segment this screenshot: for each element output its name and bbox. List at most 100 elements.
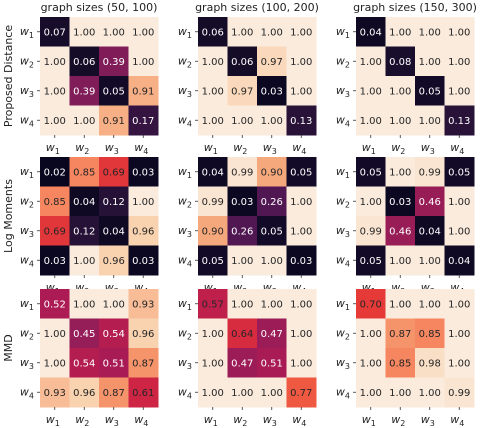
heatmap-cell [69, 245, 100, 276]
cell-value-label: 1.00 [389, 86, 411, 97]
y-tick-label: w4 [336, 385, 350, 400]
y-tick-label: w2 [178, 326, 192, 341]
cell-value-label: 0.05 [360, 167, 382, 178]
cell-value-label: 1.00 [103, 299, 125, 310]
y-tick-label: w2 [20, 194, 34, 209]
cell-value-label: 1.00 [290, 226, 312, 237]
cell-value-label: 0.99 [202, 197, 224, 208]
heatmap-cell [198, 76, 228, 106]
x-tick-label: w3 [421, 141, 435, 156]
heatmap-cell [128, 216, 159, 246]
x-tick-label: w4 [292, 413, 306, 428]
y-tick-label: w1 [178, 165, 192, 180]
cell-value-label: 1.00 [290, 57, 312, 68]
y-tick-label: w3 [20, 356, 34, 371]
heatmap-cell [198, 289, 228, 319]
cell-value-label: 0.96 [132, 226, 154, 237]
cell-value-label: 0.97 [261, 57, 283, 68]
cell-value-label: 1.00 [448, 197, 470, 208]
heatmap-cell [415, 46, 445, 77]
cell-value-label: 1.00 [360, 116, 382, 127]
heatmap-cell [198, 157, 228, 187]
heatmap-cell [257, 348, 287, 378]
x-tick-label: w3 [105, 141, 119, 156]
cell-value-label: 0.51 [261, 358, 283, 369]
y-tick-label: w3 [20, 84, 34, 99]
cell-value-label: 0.54 [103, 329, 125, 340]
heatmap-cell [444, 105, 475, 136]
cell-value-label: 0.05 [290, 167, 312, 178]
heatmap-cell [415, 377, 445, 408]
heatmap-cell [415, 289, 445, 319]
heatmap-cell [128, 17, 159, 47]
heatmap-cell [257, 318, 287, 349]
heatmap-cell [227, 245, 258, 276]
heatmap-cell [385, 105, 416, 136]
heatmap-cell [99, 245, 129, 276]
cell-value-label: 0.03 [261, 86, 283, 97]
cell-value-label: 0.96 [103, 256, 125, 267]
heatmap-cell [385, 17, 416, 47]
cell-value-label: 0.17 [132, 116, 154, 127]
cell-value-label: 0.26 [261, 197, 283, 208]
heatmap-cell [286, 157, 317, 187]
heatmap-cell [257, 157, 287, 187]
cell-value-label: 0.85 [389, 358, 411, 369]
heatmap-cell [286, 186, 317, 217]
cell-value-label: 1.00 [360, 329, 382, 340]
heatmap-cell [40, 216, 70, 246]
heatmap-cell [69, 186, 100, 217]
y-tick-label: w4 [20, 253, 34, 268]
heatmap-cell [227, 105, 258, 136]
heatmap-cell [99, 46, 129, 77]
heatmap-cell [40, 105, 70, 136]
heatmap-cell [257, 245, 287, 276]
heatmap-cell [286, 216, 317, 246]
cell-value-label: 0.85 [419, 329, 441, 340]
heatmap-cell [444, 76, 475, 106]
y-tick-label: w4 [336, 253, 350, 268]
x-tick-label: w1 [362, 141, 376, 156]
heatmap-cell [227, 216, 258, 246]
heatmap-cell [198, 46, 228, 77]
heatmap-cell [69, 46, 100, 77]
cell-value-label: 1.00 [231, 27, 253, 38]
cell-value-label: 0.99 [448, 388, 470, 399]
cell-value-label: 1.00 [448, 226, 470, 237]
cell-value-label: 1.00 [360, 358, 382, 369]
heatmap-cell [444, 348, 475, 378]
cell-value-label: 0.04 [73, 197, 95, 208]
heatmap-cell [286, 245, 317, 276]
x-tick-label: w2 [75, 413, 89, 428]
cell-value-label: 0.03 [231, 197, 253, 208]
cell-value-label: 0.05 [448, 167, 470, 178]
cell-value-label: 1.00 [419, 388, 441, 399]
heatmap-cell [227, 348, 258, 378]
cell-value-label: 0.04 [360, 27, 382, 38]
heatmap-cell [40, 157, 70, 187]
y-tick-label: w1 [20, 165, 34, 180]
heatmap-cell [444, 157, 475, 187]
cell-value-label: 1.00 [44, 329, 66, 340]
heatmap-cell [99, 157, 129, 187]
cell-value-label: 1.00 [44, 57, 66, 68]
cell-value-label: 0.96 [73, 388, 95, 399]
cell-value-label: 0.47 [261, 329, 283, 340]
cell-value-label: 1.00 [231, 256, 253, 267]
heatmap-cell [128, 157, 159, 187]
heatmap-cell [385, 245, 416, 276]
cell-value-label: 1.00 [419, 256, 441, 267]
cell-value-label: 1.00 [103, 27, 125, 38]
heatmap-cell [40, 377, 70, 408]
heatmap-cell [128, 289, 159, 319]
cell-value-label: 1.00 [290, 358, 312, 369]
heatmap-cell [356, 46, 386, 77]
heatmap-cell [257, 17, 287, 47]
heatmap-cell [198, 245, 228, 276]
heatmap-cell [227, 318, 258, 349]
heatmap-cell [128, 105, 159, 136]
x-tick-label: w3 [105, 413, 119, 428]
heatmap-cell [128, 186, 159, 217]
y-tick-label: w1 [336, 25, 350, 40]
